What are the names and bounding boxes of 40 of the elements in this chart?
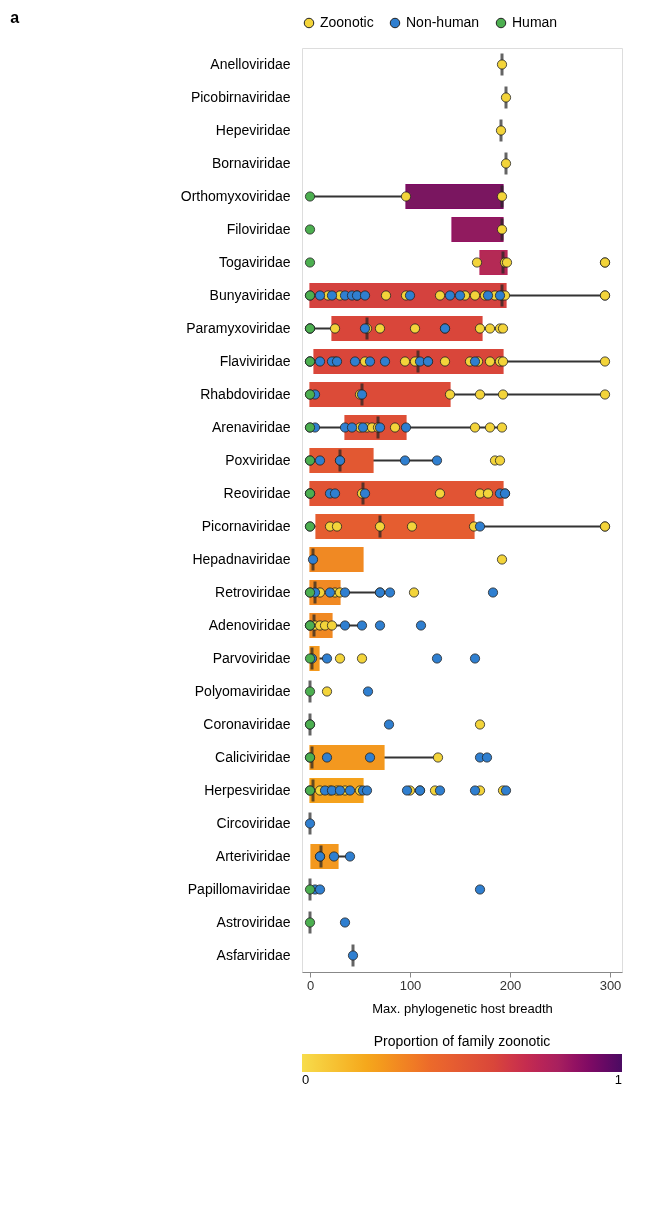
- y-tick-label: Picobirnaviridae: [190, 88, 291, 105]
- y-tick-label: Anelloviridae: [210, 55, 291, 72]
- y-tick-label: Arteriviridae: [215, 847, 291, 864]
- color-bar-label: 1: [614, 1072, 622, 1087]
- text: a: [10, 9, 20, 26]
- y-tick-label: Filoviridae: [226, 220, 291, 237]
- y-tick-label: Poxviridae: [225, 451, 291, 468]
- y-tick-label: Reoviridae: [223, 484, 291, 501]
- y-tick-label: Papillomaviridae: [187, 880, 291, 897]
- y-tick-label: Adenoviridae: [208, 616, 291, 633]
- legend-label: Zoonotic: [320, 14, 374, 30]
- y-tick-label: Parvoviridae: [212, 649, 291, 666]
- y-tick-label: Orthomyxoviridae: [180, 187, 291, 204]
- y-tick-label: Retroviridae: [215, 583, 291, 600]
- y-tick-label: Astroviridae: [216, 913, 291, 930]
- color-bar-label: 0: [302, 1072, 310, 1087]
- y-tick-label: Circoviridae: [216, 814, 291, 831]
- y-tick-label: Caliciviridae: [215, 748, 291, 765]
- y-tick-label: Bornaviridae: [211, 154, 291, 171]
- y-tick-label: Picornaviridae: [201, 517, 291, 534]
- x-tick-label: 300: [599, 977, 622, 993]
- x-axis-title: Max. phylogenetic host breadth: [372, 1000, 553, 1016]
- y-tick-label: Flaviviridae: [219, 352, 291, 369]
- y-tick-label: Polyomaviridae: [194, 682, 291, 699]
- y-tick-label: Hepeviridae: [215, 121, 291, 138]
- y-tick-label: Togaviridae: [218, 253, 291, 270]
- y-tick-label: Rhabdoviridae: [200, 385, 291, 402]
- y-tick-label: Asfarviridae: [216, 946, 291, 963]
- y-tick-label: Arenaviridae: [211, 418, 291, 435]
- y-tick-label: Hepadnaviridae: [192, 550, 291, 567]
- y-tick-label: Paramyxoviridae: [186, 319, 291, 336]
- color-bar-title: Proportion of family zoonotic: [373, 1033, 551, 1049]
- y-tick-label: Coronaviridae: [203, 715, 291, 732]
- x-tick-label: 200: [499, 977, 522, 993]
- y-tick-label: Herpesviridae: [204, 781, 291, 798]
- x-tick-label: 0: [306, 977, 315, 993]
- legend-label: Non-human: [406, 14, 480, 30]
- x-tick-label: 100: [399, 977, 422, 993]
- legend-label: Human: [512, 14, 558, 30]
- y-tick-label: Bunyaviridae: [209, 286, 291, 303]
